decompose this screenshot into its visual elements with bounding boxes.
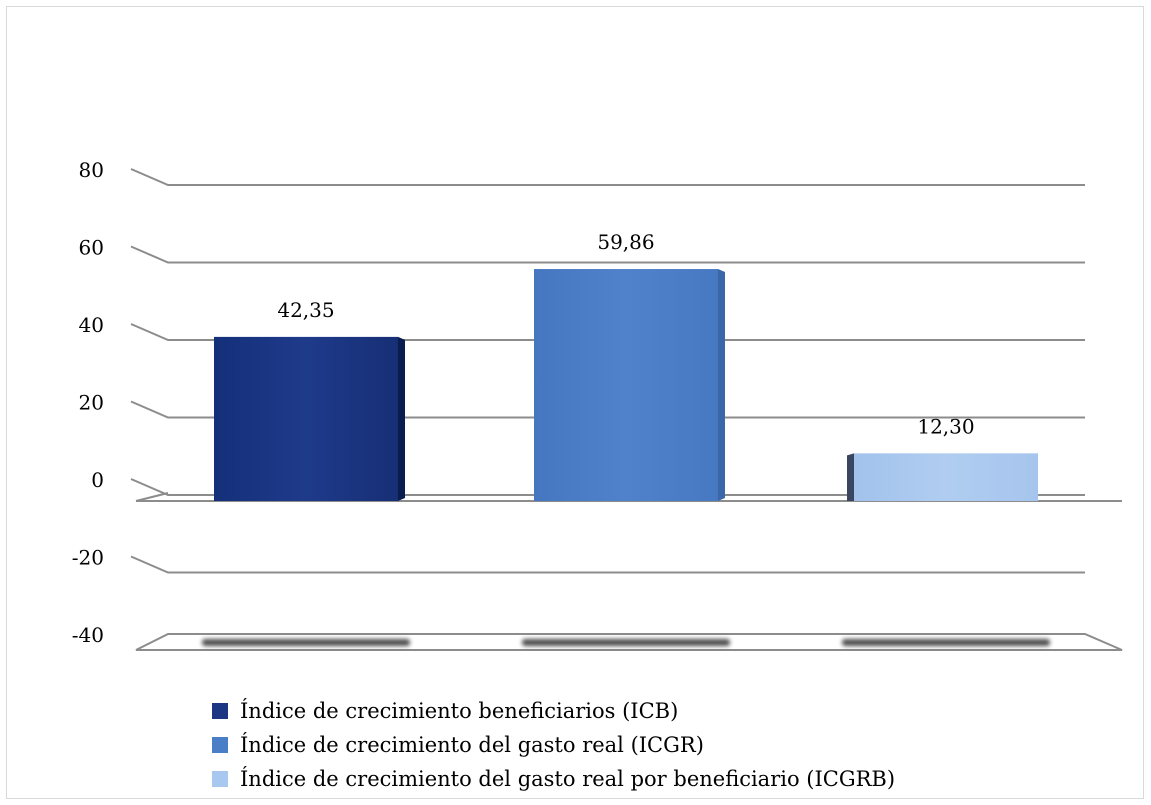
y-tick-label: 0 xyxy=(91,468,104,492)
y-tick-label: -40 xyxy=(72,623,104,647)
bar xyxy=(854,453,1038,501)
y-tick-label: 20 xyxy=(79,391,104,415)
bar-side xyxy=(398,336,405,501)
legend-label: Índice de crecimiento beneficiarios (ICB… xyxy=(240,699,679,723)
bar-shadow xyxy=(202,639,410,646)
legend-swatch xyxy=(212,703,228,719)
legend-item: Índice de crecimiento del gasto real (IC… xyxy=(212,728,895,762)
gridline xyxy=(130,323,1085,341)
legend-item: Índice de crecimiento del gasto real por… xyxy=(212,762,895,796)
bar-side xyxy=(718,269,725,501)
legend-label: Índice de crecimiento del gasto real por… xyxy=(240,767,896,791)
legend: Índice de crecimiento beneficiarios (ICB… xyxy=(212,694,895,796)
bar xyxy=(534,269,718,501)
legend-item: Índice de crecimiento beneficiarios (ICB… xyxy=(212,694,895,728)
bar-shadow xyxy=(522,639,730,646)
y-tick-label: 80 xyxy=(79,158,104,182)
gridline xyxy=(130,478,1085,496)
legend-swatch xyxy=(212,771,228,787)
gridline xyxy=(130,245,1085,264)
y-tick-label: 40 xyxy=(79,313,104,337)
data-label: 59,86 xyxy=(597,230,654,254)
gridline xyxy=(130,400,1085,419)
bar-shadow xyxy=(842,639,1050,646)
bar xyxy=(214,336,398,501)
data-label: 12,30 xyxy=(917,414,974,438)
zero-baseline-depth xyxy=(135,492,169,502)
gridline xyxy=(130,168,1085,186)
legend-label: Índice de crecimiento del gasto real (IC… xyxy=(240,733,704,757)
legend-swatch xyxy=(212,737,228,753)
y-tick-label: 60 xyxy=(79,236,104,260)
chart-frame xyxy=(6,6,1144,799)
y-tick-label: -20 xyxy=(72,546,104,570)
bar-side xyxy=(847,453,854,501)
gridline xyxy=(130,555,1085,574)
data-label: 42,35 xyxy=(277,298,334,322)
